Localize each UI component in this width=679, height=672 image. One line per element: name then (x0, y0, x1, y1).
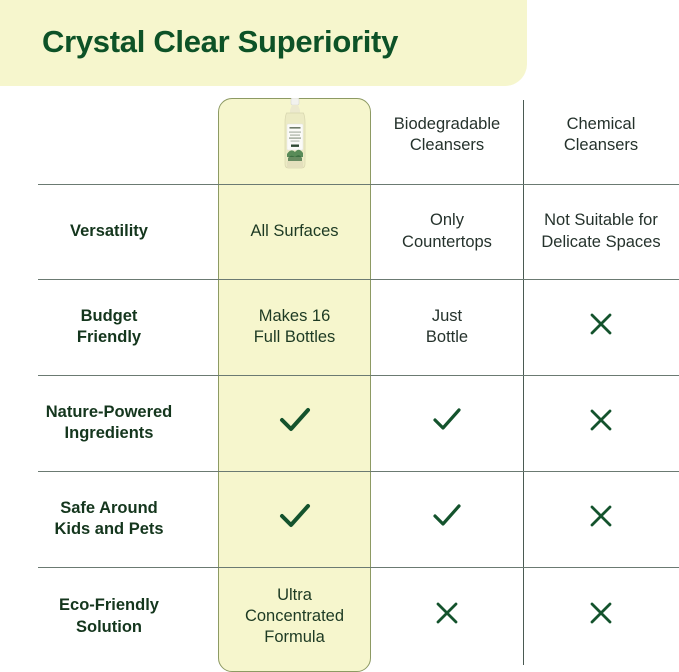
cell-biodegradable-eco-friendly (371, 567, 523, 666)
cell-biodegradable-versatility: Only Countertops (402, 211, 492, 251)
row-divider (38, 279, 679, 280)
row-label-nature-powered-ingredients: Nature-Powered Ingredients (45, 402, 173, 442)
cell-biodegradable-safe-around (371, 471, 523, 567)
cell-chemical-nature-powered (523, 375, 679, 471)
header-biodegradable-cell: Biodegradable Cleansers (371, 86, 523, 184)
comparison-table: Biodegradable Cleansers Chemical Cleanse… (0, 86, 679, 672)
column-divider (523, 100, 524, 665)
table-row: Eco-Friendly Solution Ultra Concentrated… (0, 567, 679, 666)
table-row: Nature-Powered Ingredients (0, 375, 679, 471)
header-product-cell (218, 86, 371, 184)
row-divider (38, 567, 679, 568)
check-icon (277, 499, 313, 539)
table-grid: Biodegradable Cleansers Chemical Cleanse… (0, 86, 679, 666)
header-chemical-cell: Chemical Cleansers (523, 86, 679, 184)
row-label-safe-around-kids-and-pets: Safe Around Kids and Pets (54, 498, 164, 538)
cell-chemical-budget-friendly (523, 279, 679, 375)
highlighted-product-column (218, 98, 371, 672)
cross-icon (587, 406, 615, 440)
row-label-budget-friendly: Budget Friendly (76, 306, 142, 346)
table-row: Safe Around Kids and Pets (0, 471, 679, 567)
cell-product-safe-around (218, 471, 371, 567)
row-divider (38, 184, 679, 185)
cell-chemical-safe-around (523, 471, 679, 567)
cell-product-eco-friendly: Ultra Concentrated Formula (244, 585, 345, 647)
cell-chemical-versatility: Not Suitable for Delicate Spaces (541, 211, 661, 251)
product-bottle-icon (280, 98, 310, 172)
header-chemical-label: Chemical Cleansers (563, 114, 639, 154)
cross-icon (587, 599, 615, 633)
row-label-eco-friendly-solution: Eco-Friendly Solution (59, 596, 159, 636)
header-feature-cell (0, 86, 218, 184)
cross-icon (587, 502, 615, 536)
row-label-versatility: Versatility (70, 221, 148, 240)
cell-product-versatility: All Surfaces (250, 221, 339, 240)
row-divider (38, 375, 679, 376)
cell-product-nature-powered (218, 375, 371, 471)
table-row: Versatility All Surfaces Only Countertop… (0, 184, 679, 279)
table-row: Budget Friendly Makes 16 Full Bottles Ju… (0, 279, 679, 375)
check-icon (430, 404, 464, 442)
row-divider (38, 471, 679, 472)
check-icon (277, 403, 313, 443)
cross-icon (433, 599, 461, 633)
cell-product-budget-friendly: Makes 16 Full Bottles (253, 306, 336, 346)
cross-icon (587, 310, 615, 344)
header-biodegradable-label: Biodegradable Cleansers (393, 114, 501, 154)
check-icon (430, 500, 464, 538)
table-header-row: Biodegradable Cleansers Chemical Cleanse… (0, 86, 679, 184)
cell-biodegradable-budget-friendly: Just Bottle (425, 306, 469, 346)
page-title: Crystal Clear Superiority (42, 24, 399, 59)
cell-chemical-eco-friendly (523, 567, 679, 666)
title-banner: Crystal Clear Superiority (0, 0, 527, 86)
cell-biodegradable-nature-powered (371, 375, 523, 471)
